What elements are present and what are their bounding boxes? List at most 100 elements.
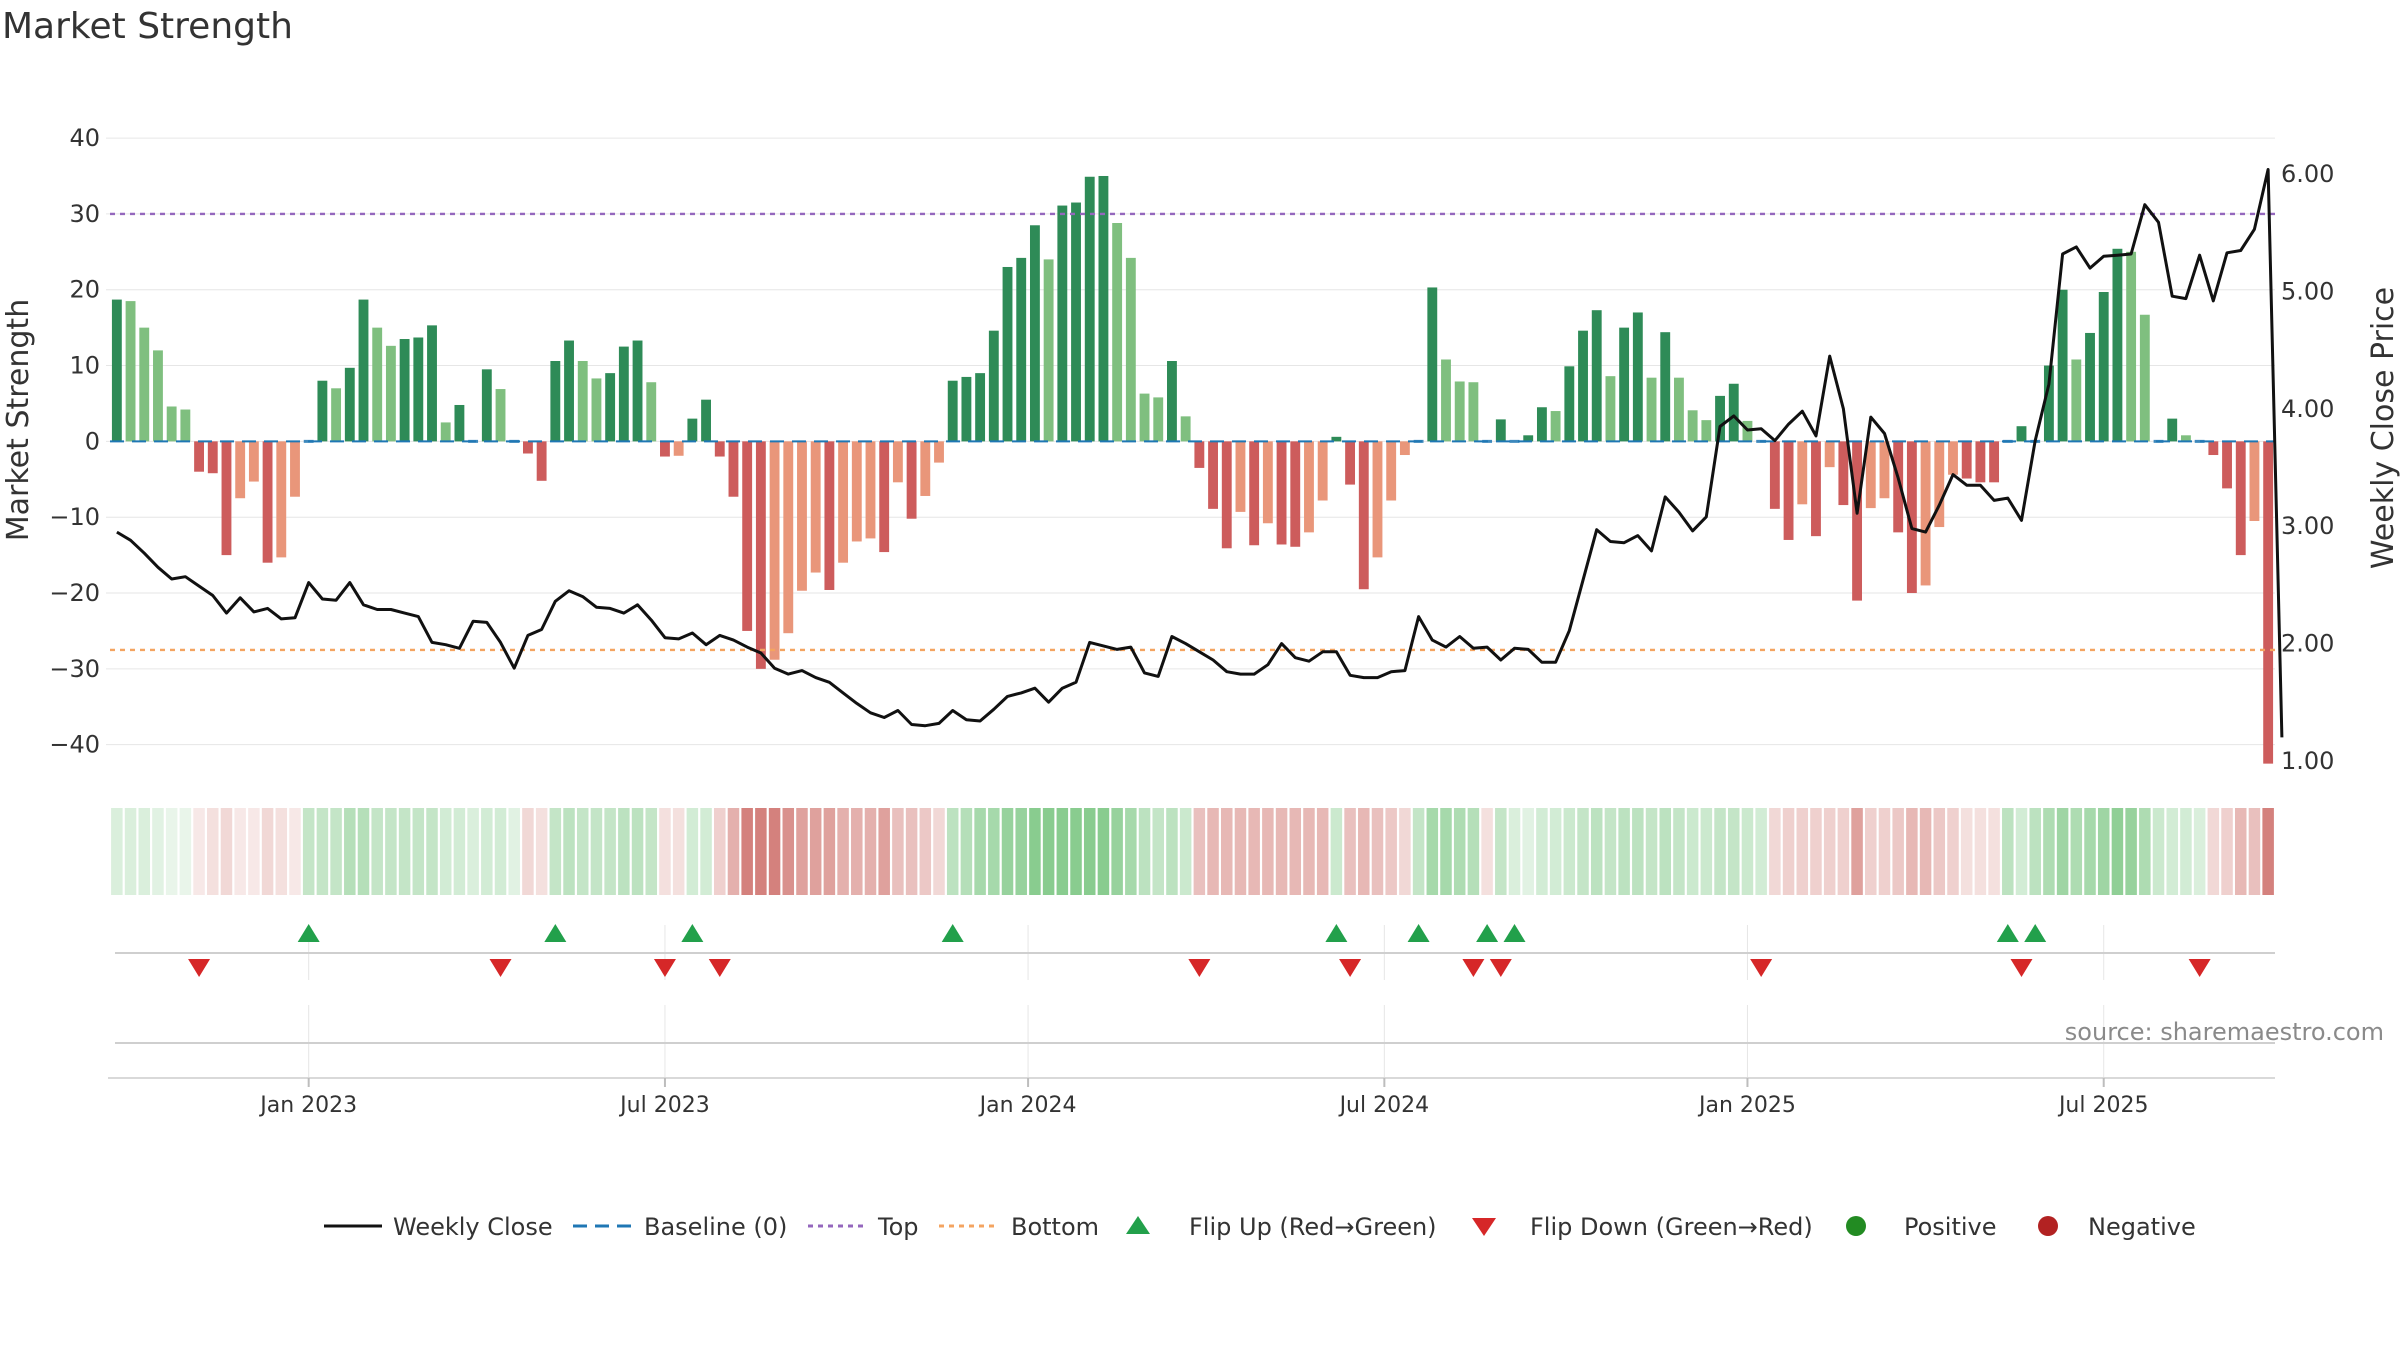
- legend-swatch-flip-down: [1472, 1218, 1496, 1236]
- x-axis: Jan 2023 Jul 2023 Jan 2024 Jul 2024 Jan 2025…: [108, 1077, 2275, 1118]
- strength-bar: [988, 330, 999, 442]
- heat-cell: [1042, 808, 1055, 895]
- flip-up-marker: [1325, 924, 1348, 942]
- strength-bar: [536, 441, 547, 481]
- heat-cell: [1892, 808, 1904, 895]
- strength-bar: [1153, 397, 1164, 442]
- heat-cell: [2056, 808, 2069, 895]
- y-tick-label: 40: [69, 124, 100, 152]
- heat-cell: [508, 808, 520, 895]
- heat-cell: [905, 808, 918, 895]
- heat-cell: [1138, 808, 1151, 895]
- strength-bar: [755, 441, 766, 669]
- heat-cell: [371, 808, 383, 895]
- heat-cell: [1248, 808, 1260, 895]
- heat-cell: [1508, 808, 1521, 895]
- heat-cell: [1207, 808, 1219, 895]
- heat-cell: [316, 808, 329, 895]
- strength-bar: [194, 441, 204, 472]
- strength-bar: [1893, 441, 1904, 533]
- heat-cell: [1865, 808, 1877, 895]
- strength-bar: [1811, 441, 1821, 537]
- heat-cell: [1632, 808, 1644, 895]
- heat-strip: [111, 808, 2274, 895]
- strength-bar: [522, 441, 533, 454]
- strength-bar: [1441, 359, 1451, 442]
- strength-bar: [1523, 435, 1534, 442]
- strength-bar: [1317, 441, 1328, 501]
- strength-bar: [1961, 441, 1972, 479]
- heat-cell: [1316, 808, 1329, 895]
- strength-bar: [1427, 287, 1438, 442]
- strength-bar: [1194, 441, 1205, 468]
- heat-cell: [2234, 808, 2247, 895]
- heat-cell: [248, 808, 260, 895]
- strength-bar: [605, 373, 616, 442]
- heat-cell: [604, 808, 616, 895]
- heat-cell: [2097, 808, 2110, 895]
- y-tick-label: 0: [85, 427, 100, 455]
- strength-bar: [865, 441, 876, 539]
- heat-cell: [2248, 808, 2261, 895]
- heat-cell: [2262, 808, 2274, 895]
- heat-cell: [1330, 808, 1343, 895]
- strength-bar: [1578, 330, 1588, 442]
- heat-cell: [398, 808, 411, 895]
- y2-tick-label: 2.00: [2281, 630, 2334, 658]
- strength-bar: [947, 380, 958, 442]
- heat-cell: [1111, 808, 1123, 895]
- heat-cell: [1851, 808, 1863, 895]
- flip-down-marker: [1339, 959, 1362, 977]
- strength-bar: [1221, 441, 1232, 549]
- x-tick-label: Jul 2024: [1338, 1093, 1430, 1118]
- heat-cell: [1001, 808, 1014, 895]
- strength-bar: [618, 346, 629, 442]
- strength-bar: [879, 441, 890, 553]
- strength-bar: [577, 361, 588, 442]
- heat-cell: [1810, 808, 1822, 895]
- heat-cell: [1796, 808, 1809, 895]
- strength-bar: [742, 441, 753, 631]
- heat-cell: [439, 808, 452, 895]
- strength-bar: [687, 418, 698, 442]
- flip-down-marker: [188, 959, 211, 977]
- heat-cell: [864, 808, 877, 895]
- strength-bar: [2043, 365, 2054, 442]
- strength-bar: [1071, 202, 1081, 442]
- heat-cell: [1947, 808, 1959, 895]
- heat-cell: [1344, 808, 1356, 895]
- heat-cell: [220, 808, 233, 895]
- strength-bar: [1660, 332, 1671, 442]
- heat-cell: [2111, 808, 2124, 895]
- strength-bar: [2263, 441, 2274, 764]
- flip-up-marker: [941, 924, 964, 942]
- strength-bar: [1975, 441, 1986, 483]
- heat-cell: [2193, 808, 2206, 895]
- heat-cell: [2043, 808, 2055, 895]
- heat-cell: [1495, 808, 1507, 895]
- source-label: source: sharemaestro.com: [2065, 1018, 2384, 1046]
- heat-cell: [686, 808, 699, 895]
- heat-cell: [1303, 808, 1315, 895]
- strength-bar: [1632, 312, 1643, 442]
- heat-cell: [1467, 808, 1480, 895]
- strength-bar: [2126, 251, 2137, 442]
- strength-bar: [2208, 441, 2219, 456]
- heat-cell: [1371, 808, 1384, 895]
- strength-bar: [440, 422, 451, 442]
- flip-up-marker: [1996, 924, 2019, 942]
- heat-cell: [1741, 808, 1754, 895]
- y2-tick-label: 1.00: [2281, 747, 2334, 775]
- flip-up-marker: [1476, 924, 1499, 942]
- strength-bar: [1934, 441, 1945, 528]
- heat-cell: [111, 808, 123, 895]
- strength-bar: [728, 441, 739, 497]
- legend-label: Weekly Close: [393, 1213, 553, 1241]
- strength-bar: [221, 441, 232, 556]
- flip-markers: [115, 924, 2275, 1080]
- heat-cell: [782, 808, 795, 895]
- legend-label: Baseline (0): [644, 1213, 787, 1241]
- heat-cell: [2207, 808, 2220, 895]
- heat-cell: [234, 808, 246, 895]
